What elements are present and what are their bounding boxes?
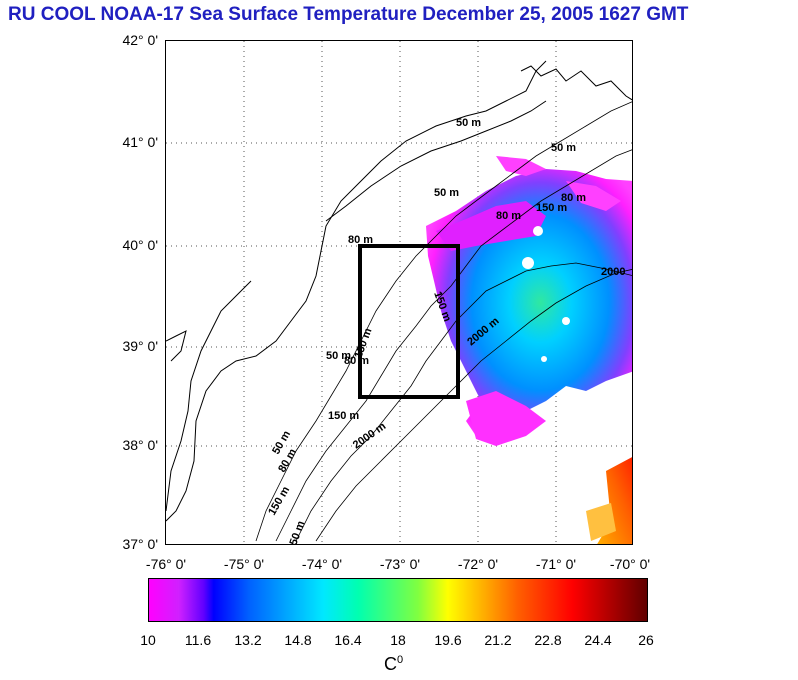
lon-label-73: -73° 0'	[379, 556, 421, 572]
contour-label: 50 m	[456, 117, 481, 129]
contour-label: 150 m	[328, 410, 359, 422]
colorbar-tick: 24.4	[584, 632, 612, 648]
sst-map[interactable]: 50 m 50 m 50 m 80 m 150 m 80 m 2000 150 …	[165, 40, 633, 545]
colorbar-unit: C0	[384, 654, 403, 675]
lat-label-37: 37° 0'	[122, 536, 158, 552]
contour-label: 150 m	[536, 202, 567, 214]
contour-label: 50 m	[288, 519, 308, 545]
study-area-box[interactable]	[358, 244, 460, 399]
contour-label: 80 m	[561, 192, 586, 204]
lon-label-74: -74° 0'	[301, 556, 343, 572]
contour-label: 2000 m	[351, 420, 389, 451]
colorbar-tick: 10	[140, 632, 156, 648]
contour-label: 150 m	[353, 326, 375, 360]
colorbar-tick: 22.8	[534, 632, 562, 648]
unit-base: C	[384, 654, 397, 674]
colorbar-tick: 26	[638, 632, 654, 648]
sst-field	[426, 156, 632, 544]
lat-label-40: 40° 0'	[122, 237, 158, 253]
coastline	[166, 60, 632, 522]
lat-label-41: 41° 0'	[122, 134, 158, 150]
colorbar-tick: 13.2	[234, 632, 262, 648]
contour-label: 80 m	[348, 234, 373, 246]
colorbar	[148, 578, 648, 622]
colorbar-tick: 21.2	[484, 632, 512, 648]
contour-label: 80 m	[496, 210, 521, 222]
lon-label-71: -71° 0'	[535, 556, 577, 572]
contour-label: 80 m	[344, 355, 369, 367]
lon-label-76: -76° 0'	[145, 556, 187, 572]
lat-label-38: 38° 0'	[122, 437, 158, 453]
contour-label: 150 m	[266, 484, 292, 517]
colorbar-tick: 16.4	[334, 632, 362, 648]
colorbar-tick: 18	[390, 632, 406, 648]
colorbar-tick: 11.6	[184, 632, 212, 648]
colorbar-tick: 19.6	[434, 632, 462, 648]
contour-label: 50 m	[326, 350, 351, 362]
lon-label-75: -75° 0'	[223, 556, 265, 572]
lat-label-42: 42° 0'	[122, 32, 158, 48]
lon-label-70: -70° 0'	[609, 556, 651, 572]
lat-label-39: 39° 0'	[122, 338, 158, 354]
unit-sup: 0	[397, 654, 404, 666]
bathymetry-contours	[255, 101, 632, 542]
map-canvas: 50 m 50 m 50 m 80 m 150 m 80 m 2000 150 …	[166, 41, 632, 545]
colorbar-tick: 14.8	[284, 632, 312, 648]
lon-label-72: -72° 0'	[457, 556, 499, 572]
contour-label: 2000	[601, 266, 625, 278]
contour-label: 50 m	[434, 187, 459, 199]
contour-label: 50 m	[551, 142, 576, 154]
map-title: RU COOL NOAA-17 Sea Surface Temperature …	[8, 4, 689, 25]
